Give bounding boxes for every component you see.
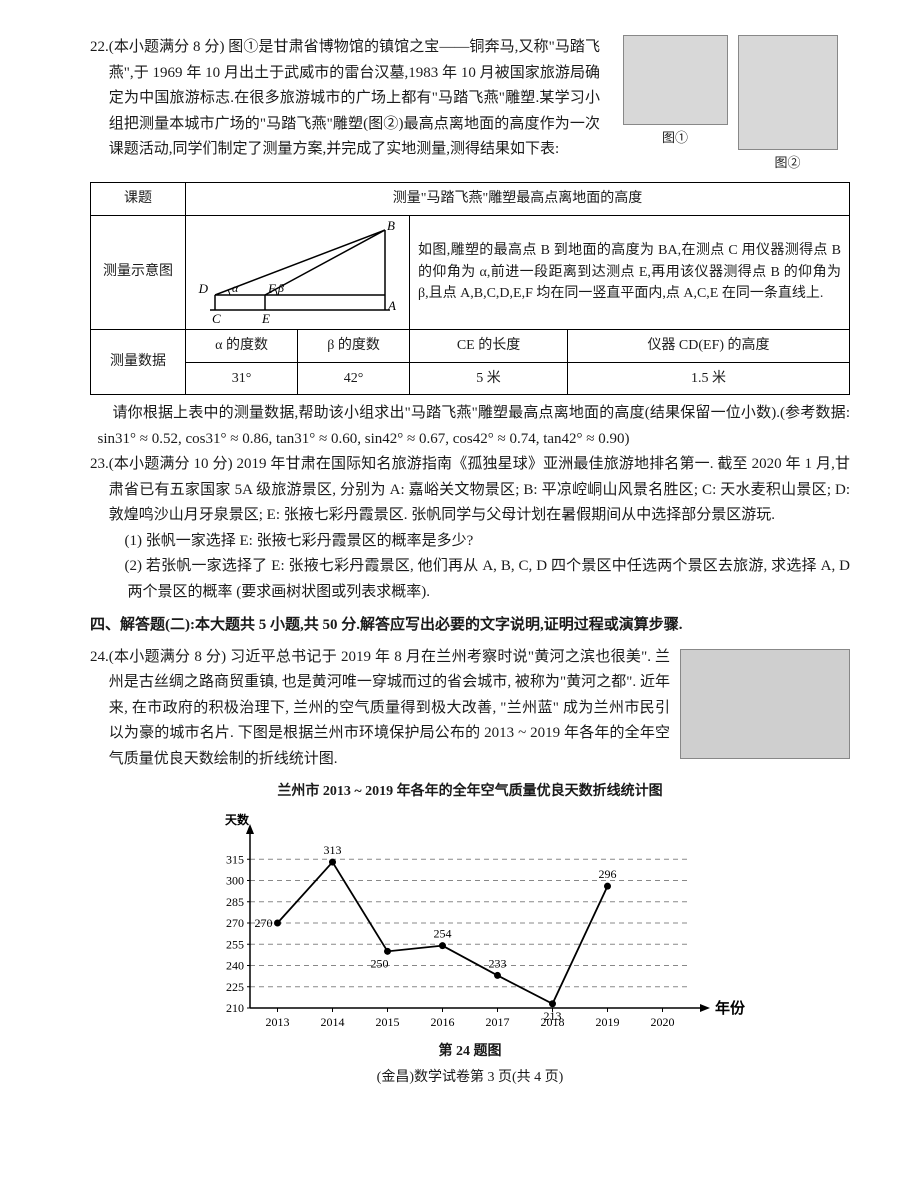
svg-text:α: α xyxy=(232,281,239,295)
cell-diagram-label: 测量示意图 xyxy=(91,215,186,329)
svg-text:E: E xyxy=(261,311,270,325)
lanzhou-bridge-image xyxy=(680,649,850,759)
svg-text:240: 240 xyxy=(226,959,244,973)
svg-text:315: 315 xyxy=(226,853,244,867)
svg-text:2015: 2015 xyxy=(376,1015,400,1029)
svg-text:225: 225 xyxy=(226,980,244,994)
svg-text:2014: 2014 xyxy=(321,1015,345,1029)
svg-text:210: 210 xyxy=(226,1001,244,1015)
h-alpha: α 的度数 xyxy=(186,329,298,362)
svg-text:250: 250 xyxy=(371,957,389,971)
svg-text:270: 270 xyxy=(255,916,273,930)
q22-number: 22. xyxy=(90,35,109,61)
cell-title: 测量"马踏飞燕"雕塑最高点离地面的高度 xyxy=(186,183,850,216)
chart-container: 兰州市 2013 ~ 2019 年各年的全年空气质量优良天数折线统计图 天数 21… xyxy=(90,780,850,1064)
v-alpha: 31° xyxy=(186,362,298,395)
q22-figures: 图① 图② xyxy=(610,35,850,174)
q23-intro: (本小题满分 10 分) 2019 年甘肃在国际知名旅游指南《孤独星球》亚洲最佳… xyxy=(109,452,850,529)
problem-24: 24. (本小题满分 8 分) 习近平总书记于 2019 年 8 月在兰州考察时… xyxy=(90,645,850,773)
cell-keti: 课题 xyxy=(91,183,186,216)
svg-text:285: 285 xyxy=(226,895,244,909)
cell-diagram: B D C E F A α β xyxy=(186,215,410,329)
svg-text:年份: 年份 xyxy=(715,999,746,1017)
page-footer: (金昌)数学试卷第 3 页(共 4 页) xyxy=(90,1066,850,1090)
svg-text:2017: 2017 xyxy=(486,1015,510,1029)
horse-statue-image-1 xyxy=(623,35,728,125)
v-ce: 5 米 xyxy=(410,362,568,395)
v-beta: 42° xyxy=(298,362,410,395)
h-ce: CE 的长度 xyxy=(410,329,568,362)
q22-table: 课题 测量"马踏飞燕"雕塑最高点离地面的高度 测量示意图 B D C E F A… xyxy=(90,182,850,395)
section-4-header: 四、解答题(二):本大题共 5 小题,共 50 分.解答应写出必要的文字说明,证… xyxy=(90,613,850,639)
cell-data-label: 测量数据 xyxy=(91,329,186,395)
svg-text:2016: 2016 xyxy=(431,1015,455,1029)
problem-22: 图① 图② 22. (本小题满分 8 分) 图①是甘肃省博物馆的镇馆之宝——铜奔… xyxy=(90,35,850,174)
v-cd: 1.5 米 xyxy=(568,362,850,395)
chart-title: 兰州市 2013 ~ 2019 年各年的全年空气质量优良天数折线统计图 xyxy=(90,780,850,804)
q23-number: 23. xyxy=(90,452,109,478)
svg-text:2013: 2013 xyxy=(266,1015,290,1029)
horse-statue-image-2 xyxy=(738,35,838,150)
q23-sub2: (2) 若张帆一家选择了 E: 张掖七彩丹霞景区, 他们再从 A, B, C, … xyxy=(90,554,850,605)
svg-text:233: 233 xyxy=(489,957,507,971)
svg-text:296: 296 xyxy=(599,867,617,881)
svg-text:B: B xyxy=(387,220,395,233)
svg-text:A: A xyxy=(387,298,396,313)
q22-intro: (本小题满分 8 分) 图①是甘肃省博物馆的镇馆之宝——铜奔马,又称"马踏飞燕"… xyxy=(109,35,600,163)
q24-intro: (本小题满分 8 分) 习近平总书记于 2019 年 8 月在兰州考察时说"黄河… xyxy=(109,645,670,773)
img2-label: 图② xyxy=(738,152,838,174)
line-chart-svg: 天数 210 225 240 255 270 285 300 315 年份 2013 2014 2015… xyxy=(190,808,750,1038)
h-beta: β 的度数 xyxy=(298,329,410,362)
svg-text:2019: 2019 xyxy=(596,1015,620,1029)
svg-text:300: 300 xyxy=(226,874,244,888)
q24-number: 24. xyxy=(90,645,109,671)
svg-text:D: D xyxy=(198,281,209,296)
h-cd: 仪器 CD(EF) 的高度 xyxy=(568,329,850,362)
svg-text:天数: 天数 xyxy=(225,812,250,827)
problem-23: 23. (本小题满分 10 分) 2019 年甘肃在国际知名旅游指南《孤独星球》… xyxy=(90,452,850,605)
svg-text:270: 270 xyxy=(226,916,244,930)
svg-text:2020: 2020 xyxy=(651,1015,675,1029)
svg-text:255: 255 xyxy=(226,938,244,952)
img1-label: 图① xyxy=(623,127,728,149)
q22-after: 请你根据上表中的测量数据,帮助该小组求出"马踏飞燕"雕塑最高点离地面的高度(结果… xyxy=(98,401,851,452)
measurement-diagram-svg: B D C E F A α β xyxy=(190,220,405,325)
chart-caption: 第 24 题图 xyxy=(90,1040,850,1064)
q23-sub1: (1) 张帆一家选择 E: 张掖七彩丹霞景区的概率是多少? xyxy=(90,529,850,555)
svg-text:254: 254 xyxy=(434,927,452,941)
svg-text:313: 313 xyxy=(324,843,342,857)
svg-text:213: 213 xyxy=(544,1009,562,1023)
cell-diagram-desc: 如图,雕塑的最高点 B 到地面的高度为 BA,在测点 C 用仪器测得点 B 的仰… xyxy=(410,215,850,329)
svg-text:F: F xyxy=(267,281,277,296)
svg-text:C: C xyxy=(212,311,221,325)
svg-text:β: β xyxy=(277,281,284,295)
